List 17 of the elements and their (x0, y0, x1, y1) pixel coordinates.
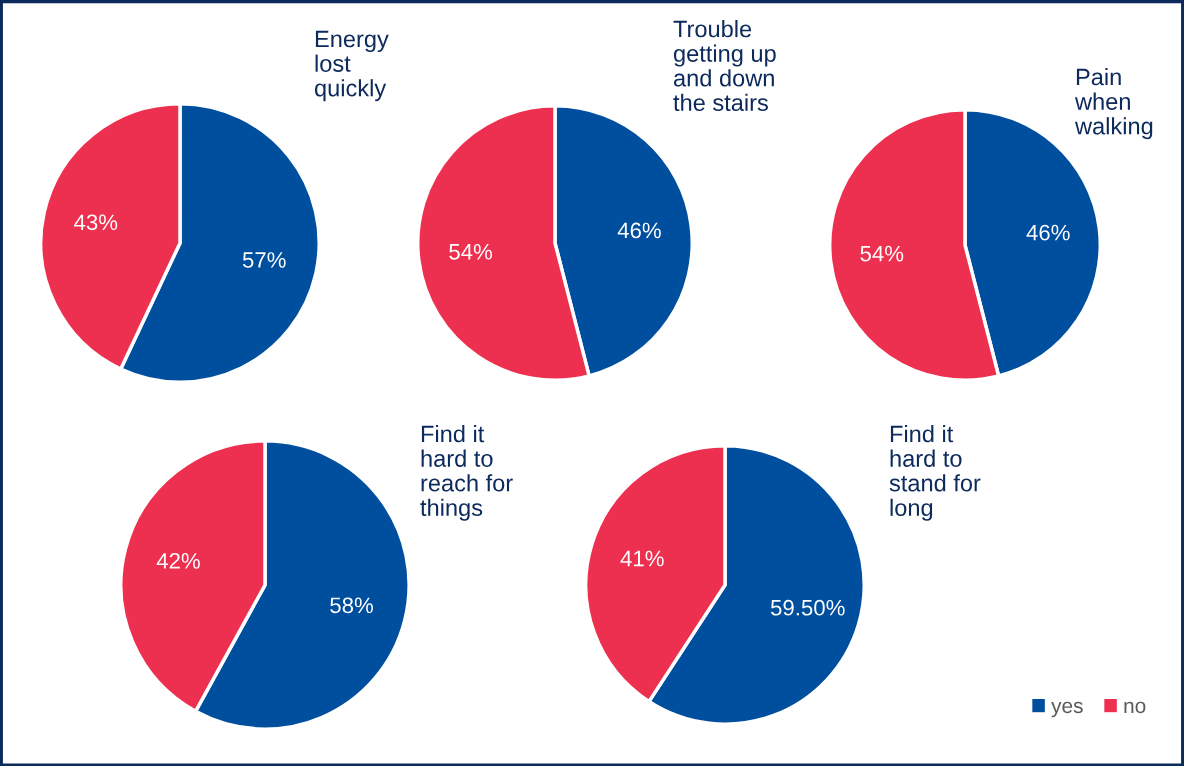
data-label: 43% (74, 214, 118, 231)
legend-label: no (1124, 701, 1146, 714)
chart-title: Pain when walking (1074, 68, 1153, 140)
data-label: 41% (620, 550, 664, 567)
chart-title: Energy lost quickly (314, 30, 389, 102)
data-label: 42% (156, 553, 200, 569)
data-label: 46% (617, 222, 661, 239)
text: Find it hard to reach for things (420, 425, 513, 521)
text: Find it hard to stand for long (889, 425, 981, 521)
data-label: 58% (330, 597, 373, 614)
legend-label: yes (1051, 701, 1083, 718)
data-label: 54% (449, 243, 493, 260)
chart-title: Trouble getting up and down the stairs (673, 20, 776, 112)
data-label: 46% (1026, 224, 1070, 241)
data-label: 57% (242, 252, 286, 268)
data-label: 59.50% (770, 599, 845, 616)
data-label: 54% (860, 245, 904, 262)
